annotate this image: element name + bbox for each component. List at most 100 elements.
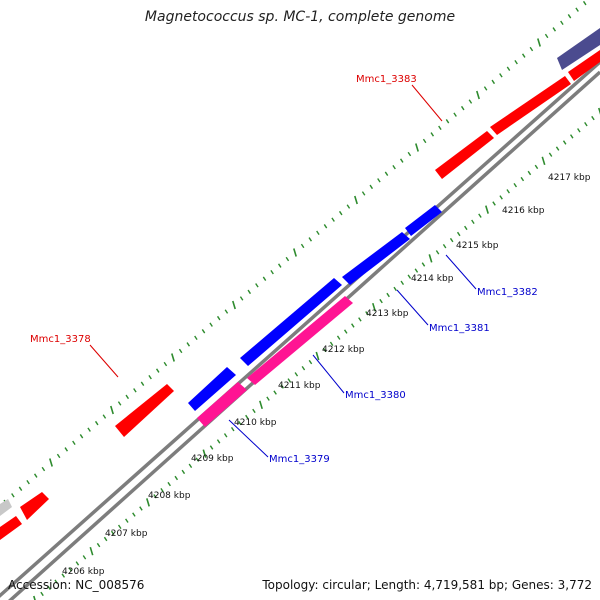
inner-ring-tick xyxy=(400,280,405,285)
kbp-label: 4217 kbp xyxy=(548,173,591,183)
inner-ring-tick xyxy=(294,372,299,377)
outer-ring-tick xyxy=(72,440,76,446)
inner-ring-tick xyxy=(393,286,397,292)
inner-ring-tick xyxy=(456,231,461,237)
inner-ring-tick xyxy=(386,292,390,298)
gene-label-Mmc1_3383: Mmc1_3383 xyxy=(356,74,417,85)
outer-ring-tick xyxy=(377,178,381,183)
gene-label-Mmc1_3380: Mmc1_3380 xyxy=(345,390,406,401)
inner-ring-tick xyxy=(174,475,179,481)
outer-ring-tick xyxy=(232,300,236,310)
outer-ring-tick xyxy=(125,394,130,400)
inner-ring-tick xyxy=(195,457,200,462)
outer-ring-tick xyxy=(87,427,91,432)
outer-ring-tick xyxy=(178,348,183,354)
outer-ring-tick xyxy=(430,132,435,137)
inner-ring-tick xyxy=(372,302,376,312)
gene-label-Mmc1_3382: Mmc1_3382 xyxy=(477,287,538,298)
outer-ring-tick xyxy=(110,405,114,415)
outer-ring-tick xyxy=(567,14,572,19)
outer-ring-tick xyxy=(148,374,152,380)
outer-ring-tick xyxy=(171,353,175,362)
callout-line-Mmc1_3379 xyxy=(228,419,269,458)
outer-ring-tick xyxy=(331,217,335,222)
outer-ring-tick xyxy=(552,27,557,32)
inner-ring-tick xyxy=(153,494,157,499)
topology-label: Topology: circular; Length: 4,719,581 bp… xyxy=(262,578,592,592)
kbp-label: 4211 kbp xyxy=(278,381,321,391)
kbp-label: 4213 kbp xyxy=(366,309,409,319)
inner-ring-tick xyxy=(577,128,581,133)
inner-ring-tick xyxy=(308,359,313,365)
outer-ring-tick xyxy=(11,493,15,498)
gene-label-Mmc1_3381: Mmc1_3381 xyxy=(429,323,490,334)
outer-ring-tick xyxy=(308,237,313,242)
inner-ring-tick xyxy=(365,311,369,316)
inner-ring-tick xyxy=(287,378,292,383)
inner-ring-tick xyxy=(478,213,482,218)
inner-ring-tick xyxy=(125,518,129,523)
callout-line-Mmc1_3383 xyxy=(411,84,443,122)
outer-ring-tick xyxy=(247,289,252,295)
outer-ring-tick xyxy=(529,46,534,52)
inner-ring-tick xyxy=(464,225,468,231)
inner-ring-tick xyxy=(252,408,256,414)
kbp-scale-labels: 4206 kbp 4207 kbp 4208 kbp 4209 kbp 4210 kbp… xyxy=(62,173,591,577)
outer-ring-tick xyxy=(361,191,366,196)
outer-ring-tick xyxy=(422,138,427,144)
inner-ring-tick xyxy=(89,546,94,556)
inner-ring-tick xyxy=(202,449,207,458)
outer-ring-tick xyxy=(445,119,450,124)
outer-ring-tick xyxy=(255,283,259,288)
outer-ring-tick xyxy=(285,256,290,262)
outer-ring-tick xyxy=(499,73,503,78)
outer-ring-tick xyxy=(64,447,69,452)
inner-ring-tick xyxy=(513,183,518,188)
outer-ring-tick xyxy=(41,466,46,472)
outer-ring-tick xyxy=(201,329,206,334)
outer-ring-tick xyxy=(506,66,511,71)
gene-red-right-a xyxy=(490,76,571,135)
gene-Mmc1_3379 xyxy=(188,367,236,411)
accession-label: Accession: NC_008576 xyxy=(8,578,145,592)
inner-ring-tick xyxy=(209,445,214,450)
gene-grey-partial xyxy=(0,499,12,516)
inner-ring-tick xyxy=(569,134,574,139)
inner-ring-tick xyxy=(230,427,235,432)
inner-ring-tick xyxy=(61,573,66,578)
gene-red-left-b xyxy=(20,492,49,520)
inner-ring-tick xyxy=(160,488,164,493)
outer-ring-tick xyxy=(453,112,457,117)
outer-ring-tick xyxy=(209,322,213,327)
inner-ring-tick xyxy=(40,591,44,597)
gene-red-right-b xyxy=(568,50,600,81)
gene-purple-right xyxy=(557,28,600,70)
gene-Mmc1_3382 xyxy=(405,205,442,236)
inner-ring-tick xyxy=(449,237,454,243)
outer-ring-tick xyxy=(262,276,267,281)
outer-ring-tick xyxy=(323,224,328,229)
kbp-label: 4210 kbp xyxy=(234,418,277,428)
outer-ring-tick xyxy=(468,99,473,104)
inner-tick-ring xyxy=(33,107,600,600)
inner-ring-tick xyxy=(435,250,440,255)
callout-line-Mmc1_3381 xyxy=(396,289,429,326)
outer-ring-tick xyxy=(216,315,221,321)
inner-ring-tick xyxy=(598,107,600,115)
outer-ring-tick xyxy=(102,414,107,419)
inner-ring-tick xyxy=(82,555,87,560)
outer-ring-tick xyxy=(521,53,526,58)
outer-ring-tick xyxy=(140,381,145,386)
gene-Mmc1_3379b xyxy=(197,382,247,427)
outer-ring-tick xyxy=(483,86,488,91)
inner-ring-tick xyxy=(188,463,193,468)
outer-ring-tick xyxy=(407,151,412,157)
inner-ring-tick xyxy=(414,268,419,273)
inner-ring-tick xyxy=(499,195,503,200)
outer-ring-tick xyxy=(316,230,320,236)
gene-callouts: Mmc1_3378 Mmc1_3379 Mmc1_3380 Mmc1_3381 Mmc1… xyxy=(30,74,538,465)
outer-ring-tick xyxy=(338,210,343,216)
kbp-label: 4216 kbp xyxy=(502,206,545,216)
